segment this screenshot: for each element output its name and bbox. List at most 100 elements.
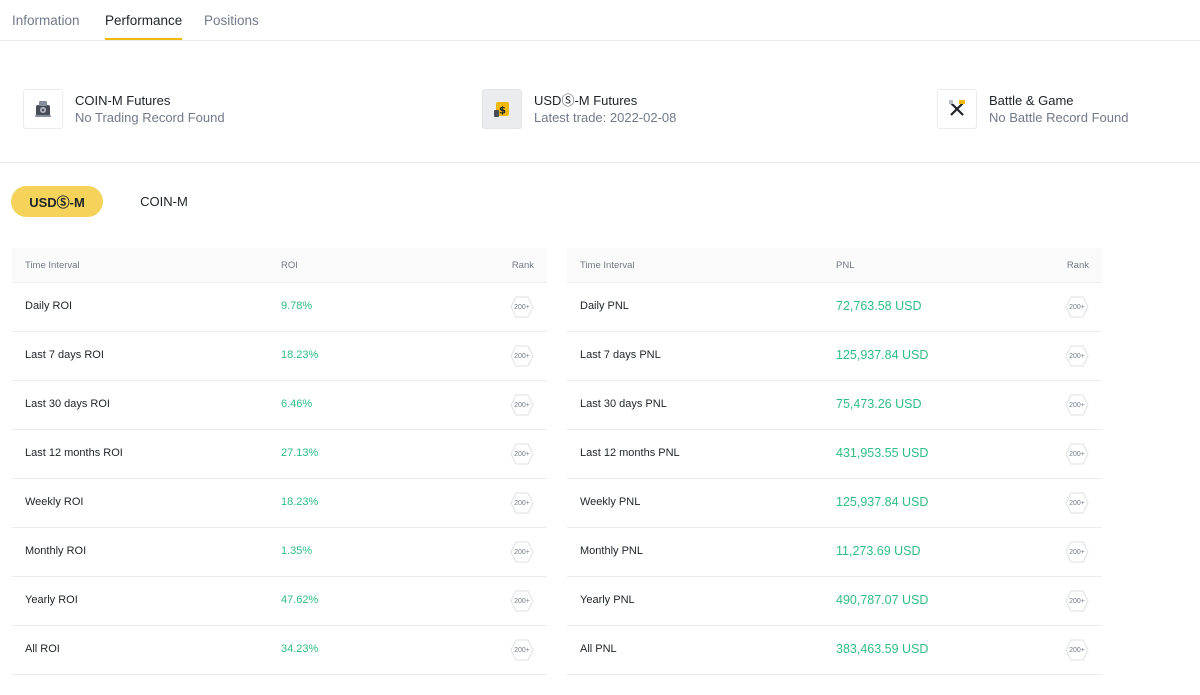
rank-badge: 200+: [1065, 296, 1089, 318]
tab-label: Performance: [105, 13, 183, 28]
rank-badge: 200+: [1065, 394, 1089, 416]
rank-value: 200+: [514, 548, 530, 556]
table-row: Daily ROI 9.78% 200+: [12, 283, 547, 332]
rank-badge: 200+: [1065, 443, 1089, 465]
rank-value: 200+: [514, 401, 530, 409]
row-value: 18.23%: [281, 496, 319, 508]
tab-label: Positions: [204, 13, 259, 28]
table-row: All PNL 383,463.59 USD 200+: [567, 626, 1102, 675]
row-interval-label: Weekly PNL: [580, 496, 641, 508]
segment-usds-m-button[interactable]: USDⓈ-M: [11, 186, 103, 217]
row-value: 1.35%: [281, 545, 313, 557]
table-row: Yearly PNL 490,787.07 USD 200+: [567, 577, 1102, 626]
pnl-table: Time Interval PNL Rank Daily PNL 72,763.5…: [567, 248, 1102, 675]
hexagon-icon: [510, 639, 534, 661]
hexagon-icon: [1065, 443, 1089, 465]
hexagon-icon: [510, 345, 534, 367]
summary-section: COIN-M Futures No Trading Record Found $…: [0, 41, 1200, 163]
hexagon-icon: [1065, 639, 1089, 661]
rank-value: 200+: [514, 303, 530, 311]
rank-badge: 200+: [510, 345, 534, 367]
row-value: 431,953.55 USD: [836, 446, 929, 460]
rank-value: 200+: [514, 597, 530, 605]
hexagon-icon: [1065, 296, 1089, 318]
row-interval-label: Last 12 months ROI: [25, 447, 123, 459]
rank-badge: 200+: [510, 639, 534, 661]
row-value: 125,937.84 USD: [836, 348, 929, 362]
table-row: Monthly ROI 1.35% 200+: [12, 528, 547, 577]
rank-badge: 200+: [510, 590, 534, 612]
rank-value: 200+: [1069, 597, 1085, 605]
row-value: 34.23%: [281, 643, 319, 655]
row-interval-label: Last 30 days ROI: [25, 398, 110, 410]
hexagon-icon: [1065, 345, 1089, 367]
row-value: 27.13%: [281, 447, 319, 459]
row-value: 125,937.84 USD: [836, 495, 929, 509]
header-rank: Rank: [511, 260, 534, 271]
segment-coin-m-button[interactable]: COIN-M: [140, 194, 188, 209]
hexagon-icon: [1065, 394, 1089, 416]
row-interval-label: All ROI: [25, 643, 60, 655]
tab-bar: Information Performance Positions: [0, 0, 1200, 41]
row-value: 47.62%: [281, 594, 319, 606]
rank-badge: 200+: [510, 541, 534, 563]
row-value: 490,787.07 USD: [836, 593, 929, 607]
hexagon-icon: [1065, 590, 1089, 612]
row-interval-label: Monthly ROI: [25, 545, 87, 557]
rank-value: 200+: [1069, 352, 1085, 360]
table-row: Last 12 months ROI 27.13% 200+: [12, 430, 547, 479]
rank-badge: 200+: [1065, 492, 1089, 514]
rank-badge: 200+: [510, 492, 534, 514]
row-value: 75,473.26 USD: [836, 397, 922, 411]
active-tab-underline: [105, 38, 183, 40]
roi-table: Time Interval ROI Rank Daily ROI 9.78% 200…: [12, 248, 547, 675]
hexagon-icon: [1065, 492, 1089, 514]
row-value: 383,463.59 USD: [836, 642, 929, 656]
table-row: Last 30 days ROI 6.46% 200+: [12, 381, 547, 430]
usds-m-futures-card: $ USDⓈ-M Futures Latest trade: 2022-02-0…: [482, 89, 676, 129]
rank-badge: 200+: [1065, 345, 1089, 367]
row-value: 72,763.58 USD: [836, 299, 922, 313]
tab-label: Information: [12, 13, 80, 28]
header-pnl: PNL: [836, 260, 855, 271]
row-value: 18.23%: [281, 349, 319, 361]
rank-value: 200+: [1069, 303, 1085, 311]
card-title: COIN-M Futures: [75, 93, 171, 108]
rank-badge: 200+: [1065, 590, 1089, 612]
header-roi: ROI: [281, 260, 298, 271]
table-body: Daily ROI 9.78% 200+ Last 7 days ROI 18.23% 2…: [12, 283, 547, 675]
hexagon-icon: [510, 394, 534, 416]
rank-value: 200+: [1069, 401, 1085, 409]
table-row: Last 30 days PNL 75,473.26 USD 200+: [567, 381, 1102, 430]
rank-value: 200+: [1069, 499, 1085, 507]
row-value: 11,273.69 USD: [836, 544, 921, 558]
rank-badge: 200+: [510, 296, 534, 318]
row-interval-label: Last 7 days PNL: [580, 349, 661, 361]
row-interval-label: Yearly PNL: [580, 594, 635, 606]
tab-positions[interactable]: Positions: [204, 13, 259, 28]
row-interval-label: All PNL: [580, 643, 617, 655]
dollar-coin-icon: $: [482, 89, 522, 129]
header-time-interval: Time Interval: [580, 260, 635, 271]
row-interval-label: Last 30 days PNL: [580, 398, 667, 410]
hexagon-icon: [510, 296, 534, 318]
card-subtitle: No Battle Record Found: [989, 110, 1129, 125]
table-row: Last 7 days PNL 125,937.84 USD 200+: [567, 332, 1102, 381]
rank-badge: 200+: [510, 443, 534, 465]
card-subtitle: No Trading Record Found: [75, 110, 225, 125]
header-time-interval: Time Interval: [25, 260, 80, 271]
rank-value: 200+: [514, 646, 530, 654]
rank-value: 200+: [514, 499, 530, 507]
row-interval-label: Last 7 days ROI: [25, 349, 104, 361]
battle-game-card: Battle & Game No Battle Record Found: [937, 89, 1128, 129]
row-interval-label: Monthly PNL: [580, 545, 643, 557]
row-interval-label: Daily ROI: [25, 300, 73, 312]
tab-performance[interactable]: Performance: [105, 13, 183, 40]
table-row: Yearly ROI 47.62% 200+: [12, 577, 547, 626]
rank-value: 200+: [514, 352, 530, 360]
row-interval-label: Last 12 months PNL: [580, 447, 680, 459]
tab-information[interactable]: Information: [12, 13, 80, 28]
card-title: Battle & Game: [989, 93, 1074, 108]
table-row: Last 12 months PNL 431,953.55 USD 200+: [567, 430, 1102, 479]
table-header: Time Interval PNL Rank: [567, 248, 1102, 283]
